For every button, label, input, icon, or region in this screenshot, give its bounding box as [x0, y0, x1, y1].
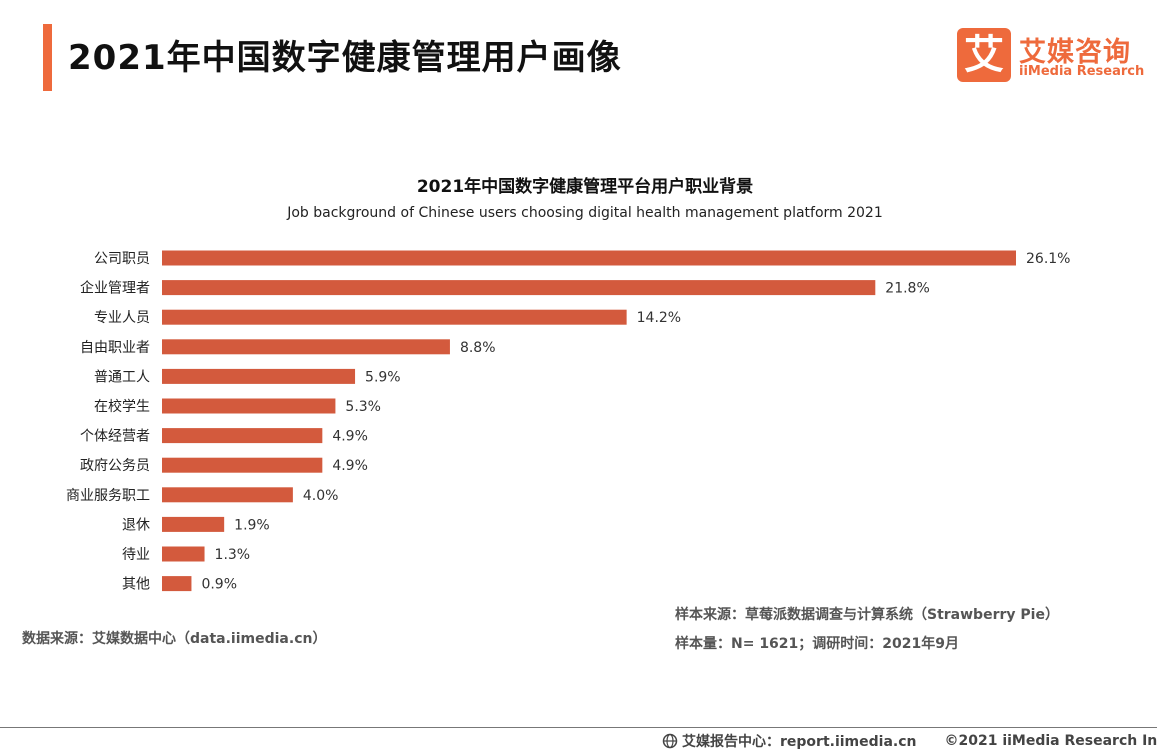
value-label: 0.9%: [201, 577, 237, 593]
bar: [162, 309, 627, 325]
value-label: 4.9%: [332, 458, 368, 474]
category-label: 企业管理者: [80, 280, 150, 297]
category-label: 专业人员: [94, 310, 150, 326]
category-label: 在校学生: [94, 398, 150, 415]
category-label: 自由职业者: [80, 340, 150, 356]
chart-subtitle: Job background of Chinese users choosing…: [287, 205, 883, 221]
category-label: 待业: [122, 547, 150, 563]
value-label: 14.2%: [637, 310, 681, 326]
value-label: 1.3%: [215, 547, 251, 563]
footer-divider: [0, 727, 1157, 728]
bar: [162, 339, 450, 355]
page-title: 2021年中国数字健康管理用户画像: [68, 38, 622, 78]
bar: [162, 428, 323, 444]
bar: [162, 368, 356, 384]
logo-cn-text: 艾媒咨询: [1019, 37, 1131, 68]
bar: [162, 250, 1016, 266]
globe-icon: [662, 733, 678, 749]
value-label: 5.3%: [345, 399, 381, 415]
copyright: ©2021 iiMedia Research Inc: [944, 733, 1157, 749]
value-label: 4.9%: [332, 429, 368, 445]
bar: [162, 398, 336, 414]
category-label: 政府公务员: [80, 458, 150, 474]
footer: 艾媒报告中心：report.iimedia.cn ©2021 iiMedia R…: [662, 731, 1157, 751]
logo-en-text: iiMedia Research: [1019, 64, 1145, 79]
bar: [162, 546, 205, 562]
category-label: 普通工人: [94, 369, 150, 385]
bar: [162, 457, 323, 473]
logo-mark: 艾: [957, 28, 1011, 82]
bar: [162, 487, 293, 503]
value-label: 21.8%: [885, 281, 929, 297]
title-accent-bar: [43, 24, 52, 91]
chart-title: 2021年中国数字健康管理平台用户职业背景: [416, 177, 754, 197]
bar: [162, 516, 225, 532]
value-label: 5.9%: [365, 369, 401, 385]
value-label: 1.9%: [234, 517, 270, 533]
category-label: 个体经营者: [80, 429, 150, 445]
category-label: 公司职员: [94, 251, 150, 267]
bar: [162, 576, 192, 592]
data-source: 数据来源：艾媒数据中心（data.iimedia.cn）: [22, 631, 327, 647]
value-label: 8.8%: [460, 340, 496, 356]
category-label: 商业服务职工: [66, 488, 150, 504]
report-center-link[interactable]: 艾媒报告中心：report.iimedia.cn: [682, 734, 917, 750]
sample-source: 样本来源：草莓派数据调查与计算系统（Strawberry Pie）: [675, 607, 1059, 623]
sample-size: 样本量：N= 1621；调研时间：2021年9月: [675, 636, 959, 652]
value-label: 26.1%: [1026, 251, 1070, 267]
bar-chart: 公司职员 26.1% 企业管理者 21.8% 专业人员 14.2% 自由职业者 8.8% 普通工…: [66, 250, 1070, 593]
category-label: 其他: [122, 577, 150, 593]
category-label: 退休: [122, 517, 150, 533]
bar: [162, 280, 876, 296]
iimedia-logo: 艾 艾媒咨询 iiMedia Research: [957, 28, 1147, 84]
value-label: 4.0%: [303, 488, 339, 504]
